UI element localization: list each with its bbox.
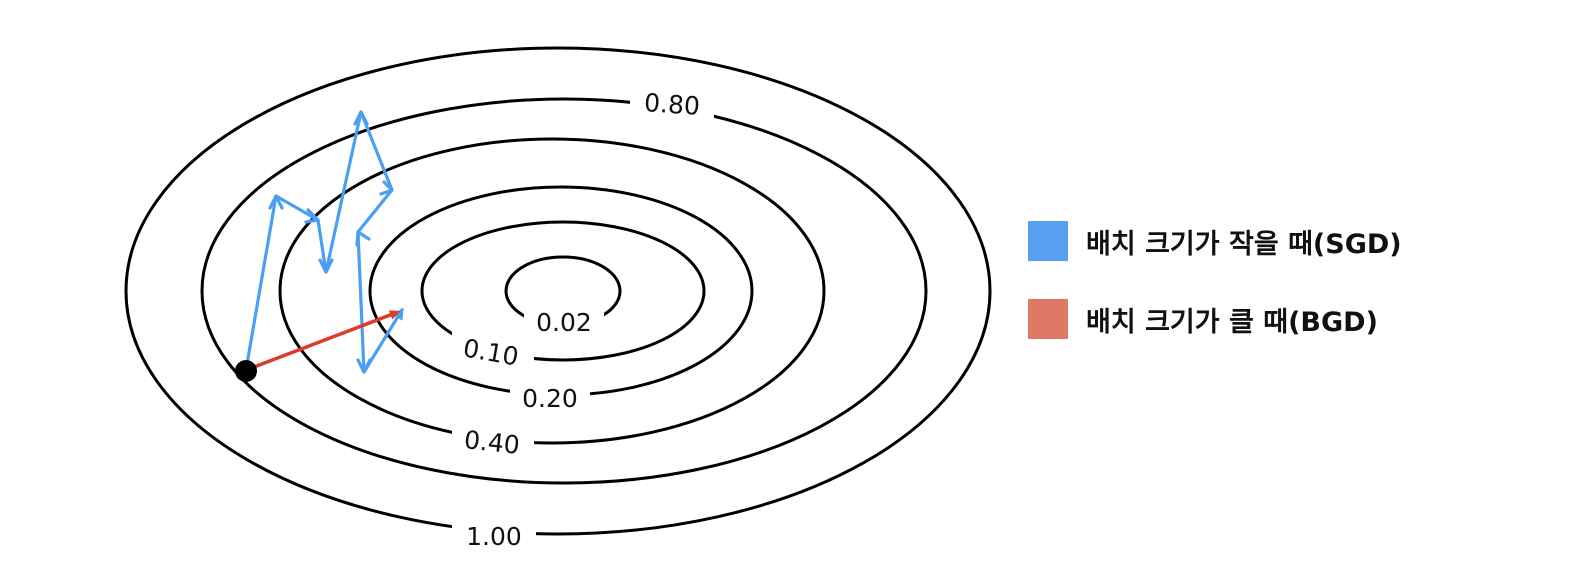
label-bg-0-02	[524, 307, 604, 337]
contour-0-20	[368, 185, 754, 397]
start-point	[235, 360, 257, 382]
legend-item-bgd: 배치 크기가 클 때(BGD)	[1028, 298, 1402, 340]
contour-1-00	[124, 46, 992, 536]
label-bg-0-20	[510, 384, 590, 414]
contour-0-10	[420, 220, 706, 362]
contour-label-0-20: 0.20	[522, 384, 578, 413]
sgd-arrowhead-2	[304, 208, 320, 224]
legend-swatch-sgd	[1028, 221, 1068, 261]
contour-label-0-80: 0.80	[643, 88, 701, 121]
contour-label-0-02: 0.02	[536, 308, 592, 337]
legend-item-sgd: 배치 크기가 작을 때(SGD)	[1028, 220, 1402, 262]
contour-label-0-40: 0.40	[463, 425, 521, 460]
sgd-arrowhead-6	[355, 230, 371, 247]
sgd-arrowhead-3	[318, 258, 334, 274]
contour-label-1-00: 1.00	[466, 522, 522, 551]
sgd-arrowhead-5	[379, 180, 394, 196]
contour-0-40	[278, 137, 826, 445]
label-bg-0-10	[452, 332, 534, 370]
legend-swatch-bgd	[1028, 299, 1068, 339]
sgd-arrowhead-7	[356, 358, 372, 374]
legend: 배치 크기가 작을 때(SGD) 배치 크기가 클 때(BGD)	[1028, 220, 1402, 376]
legend-label-bgd: 배치 크기가 클 때(BGD)	[1086, 306, 1378, 338]
label-bg-0-40	[452, 424, 534, 460]
contour-0-80	[200, 97, 928, 485]
sgd-arrowhead-1	[268, 194, 284, 210]
label-bg-0-80	[630, 86, 714, 122]
label-bg-1-00	[452, 520, 536, 550]
bgd-path	[245, 310, 400, 372]
sgd-arrowhead-4	[353, 110, 369, 126]
sgd-path	[244, 110, 404, 374]
legend-label-sgd: 배치 크기가 작을 때(SGD)	[1086, 228, 1402, 260]
